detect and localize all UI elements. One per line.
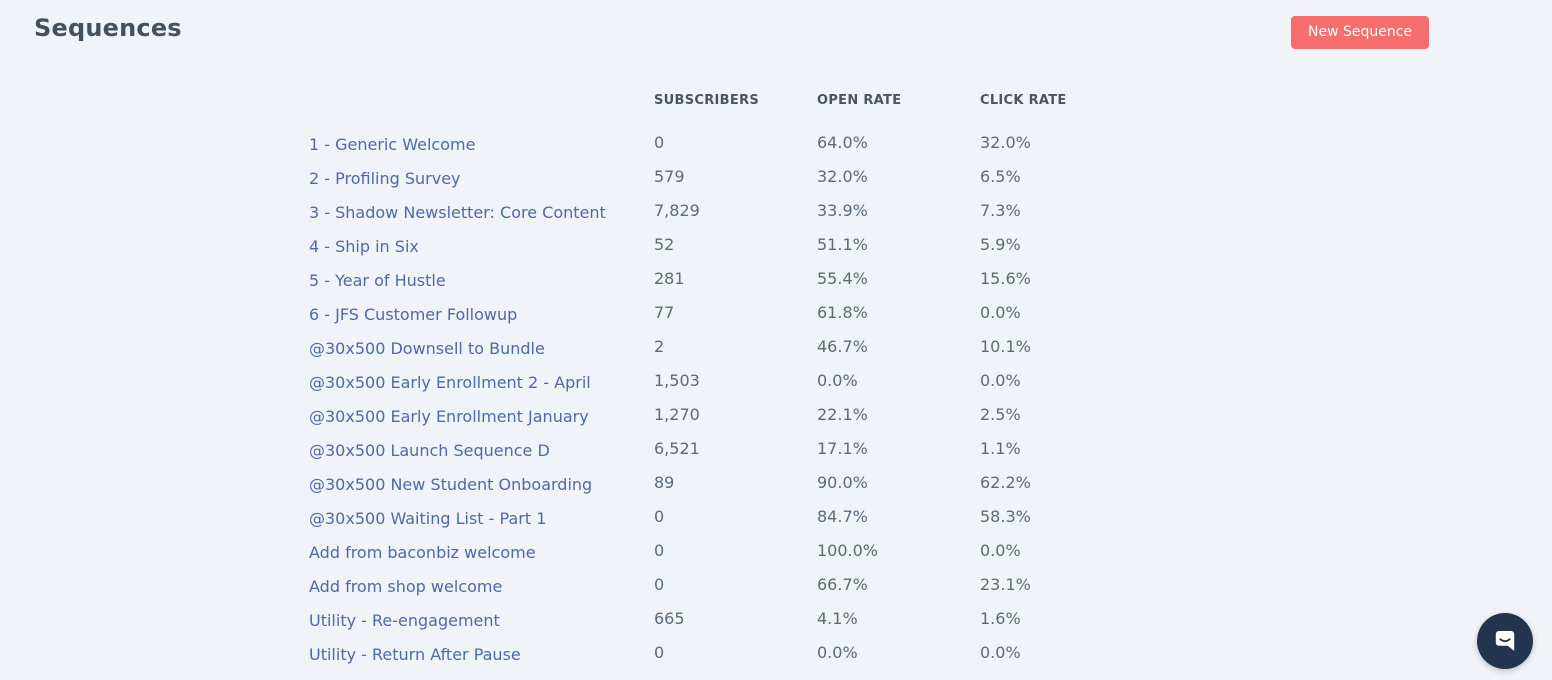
sequence-name-link[interactable]: Add from shop welcome xyxy=(309,576,503,596)
table-row: 1 - Generic Welcome 0 64.0% 32.0% xyxy=(309,127,1110,161)
table-row: @30x500 New Student Onboarding 89 90.0% … xyxy=(309,467,1110,501)
click-rate-value: 0.0% xyxy=(980,302,1021,322)
sequence-name-link[interactable]: Utility - Re-engagement xyxy=(309,610,500,630)
table-row: @30x500 Waiting List - Part 1 0 84.7% 58… xyxy=(309,501,1110,535)
sequence-name-link[interactable]: @30x500 Early Enrollment January xyxy=(309,406,589,426)
chat-widget-button[interactable] xyxy=(1477,613,1533,669)
open-rate-value: 90.0% xyxy=(817,472,868,492)
click-rate-value: 1.1% xyxy=(980,438,1021,458)
sequence-name-link[interactable]: @30x500 Downsell to Bundle xyxy=(309,338,545,358)
open-rate-value: 66.7% xyxy=(817,574,868,594)
subscribers-value: 0 xyxy=(654,642,665,662)
new-sequence-button[interactable]: New Sequence xyxy=(1291,16,1430,49)
table-row: Utility - Return After Pause 0 0.0% 0.0% xyxy=(309,637,1110,671)
sequence-name-link[interactable]: 1 - Generic Welcome xyxy=(309,134,476,154)
click-rate-value: 15.6% xyxy=(980,268,1031,288)
click-rate-value: 32.0% xyxy=(980,132,1031,152)
table-row: 5 - Year of Hustle 281 55.4% 15.6% xyxy=(309,263,1110,297)
table-row: 4 - Ship in Six 52 51.1% 5.9% xyxy=(309,229,1110,263)
open-rate-value: 0.0% xyxy=(817,370,858,390)
open-rate-value: 46.7% xyxy=(817,336,868,356)
table-row: @30x500 Launch Sequence D 6,521 17.1% 1.… xyxy=(309,433,1110,467)
sequence-name-link[interactable]: 5 - Year of Hustle xyxy=(309,270,446,290)
open-rate-value: 4.1% xyxy=(817,608,858,628)
open-rate-value: 61.8% xyxy=(817,302,868,322)
table-row: 6 - JFS Customer Followup 77 61.8% 0.0% xyxy=(309,297,1110,331)
sequence-name-link[interactable]: Utility - Return After Pause xyxy=(309,644,521,664)
subscribers-value: 0 xyxy=(654,540,665,560)
click-rate-value: 6.5% xyxy=(980,166,1021,186)
sequence-name-link[interactable]: 4 - Ship in Six xyxy=(309,236,419,256)
open-rate-value: 84.7% xyxy=(817,506,868,526)
chat-bubble-smile-icon xyxy=(1490,626,1520,656)
column-header-open-rate: OPEN RATE xyxy=(817,93,902,108)
subscribers-value: 0 xyxy=(654,506,665,526)
open-rate-value: 55.4% xyxy=(817,268,868,288)
subscribers-value: 281 xyxy=(654,268,685,288)
table-row: @30x500 Early Enrollment January 1,270 2… xyxy=(309,399,1110,433)
click-rate-value: 10.1% xyxy=(980,336,1031,356)
click-rate-value: 58.3% xyxy=(980,506,1031,526)
click-rate-value: 5.9% xyxy=(980,234,1021,254)
open-rate-value: 17.1% xyxy=(817,438,868,458)
sequence-table-body: 1 - Generic Welcome 0 64.0% 32.0% 2 - Pr… xyxy=(309,127,1110,671)
column-header-name xyxy=(309,93,654,108)
open-rate-value: 100.0% xyxy=(817,540,879,560)
click-rate-value: 0.0% xyxy=(980,540,1021,560)
subscribers-value: 0 xyxy=(654,574,665,594)
column-header-subscribers: SUBSCRIBERS xyxy=(654,93,760,108)
subscribers-value: 77 xyxy=(654,302,675,322)
subscribers-value: 1,503 xyxy=(654,370,700,390)
subscribers-value: 89 xyxy=(654,472,675,492)
subscribers-value: 2 xyxy=(654,336,665,356)
page-title: Sequences xyxy=(34,14,182,42)
sequence-name-link[interactable]: @30x500 Waiting List - Part 1 xyxy=(309,508,547,528)
click-rate-value: 23.1% xyxy=(980,574,1031,594)
sequence-name-link[interactable]: @30x500 New Student Onboarding xyxy=(309,474,593,494)
click-rate-value: 0.0% xyxy=(980,370,1021,390)
subscribers-value: 7,829 xyxy=(654,200,700,220)
table-row: @30x500 Downsell to Bundle 2 46.7% 10.1% xyxy=(309,331,1110,365)
sequence-name-link[interactable]: @30x500 Launch Sequence D xyxy=(309,440,550,460)
open-rate-value: 64.0% xyxy=(817,132,868,152)
sequence-name-link[interactable]: @30x500 Early Enrollment 2 - April xyxy=(309,372,591,392)
open-rate-value: 0.0% xyxy=(817,642,858,662)
subscribers-value: 0 xyxy=(654,132,665,152)
table-row: @30x500 Early Enrollment 2 - April 1,503… xyxy=(309,365,1110,399)
sequence-name-link[interactable]: 2 - Profiling Survey xyxy=(309,168,461,188)
subscribers-value: 52 xyxy=(654,234,675,254)
table-row: Utility - Re-engagement 665 4.1% 1.6% xyxy=(309,603,1110,637)
click-rate-value: 0.0% xyxy=(980,642,1021,662)
subscribers-value: 6,521 xyxy=(654,438,700,458)
click-rate-value: 7.3% xyxy=(980,200,1021,220)
sequence-name-link[interactable]: Add from baconbiz welcome xyxy=(309,542,536,562)
open-rate-value: 32.0% xyxy=(817,166,868,186)
table-row: Add from baconbiz welcome 0 100.0% 0.0% xyxy=(309,535,1110,569)
open-rate-value: 33.9% xyxy=(817,200,868,220)
click-rate-value: 2.5% xyxy=(980,404,1021,424)
subscribers-value: 665 xyxy=(654,608,685,628)
open-rate-value: 51.1% xyxy=(817,234,868,254)
sequence-table-header: SUBSCRIBERS OPEN RATE CLICK RATE xyxy=(309,93,1110,108)
table-row: Add from shop welcome 0 66.7% 23.1% xyxy=(309,569,1110,603)
table-row: 2 - Profiling Survey 579 32.0% 6.5% xyxy=(309,161,1110,195)
sequence-name-link[interactable]: 3 - Shadow Newsletter: Core Content xyxy=(309,202,606,222)
table-row: 3 - Shadow Newsletter: Core Content 7,82… xyxy=(309,195,1110,229)
sequence-name-link[interactable]: 6 - JFS Customer Followup xyxy=(309,304,518,324)
subscribers-value: 579 xyxy=(654,166,685,186)
click-rate-value: 1.6% xyxy=(980,608,1021,628)
open-rate-value: 22.1% xyxy=(817,404,868,424)
column-header-click-rate: CLICK RATE xyxy=(980,93,1067,108)
subscribers-value: 1,270 xyxy=(654,404,700,424)
click-rate-value: 62.2% xyxy=(980,472,1031,492)
